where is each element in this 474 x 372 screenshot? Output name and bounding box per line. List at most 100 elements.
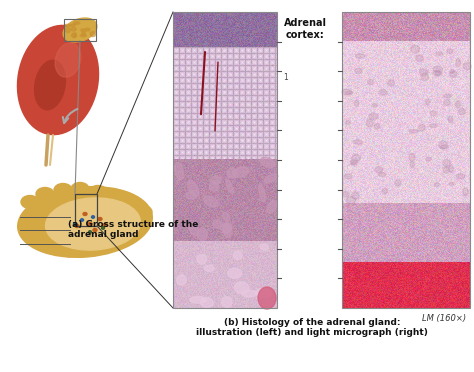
Ellipse shape: [90, 32, 96, 36]
Text: 1: 1: [283, 73, 288, 81]
Ellipse shape: [430, 111, 437, 116]
Ellipse shape: [201, 298, 213, 308]
Ellipse shape: [448, 116, 453, 123]
Ellipse shape: [81, 219, 83, 221]
Ellipse shape: [379, 90, 387, 95]
Ellipse shape: [411, 45, 419, 53]
Ellipse shape: [342, 89, 351, 95]
Ellipse shape: [258, 287, 276, 309]
Text: (a) Gross structure of the
adrenal gland: (a) Gross structure of the adrenal gland: [68, 220, 199, 240]
Ellipse shape: [354, 140, 362, 144]
Ellipse shape: [73, 22, 80, 24]
Ellipse shape: [463, 188, 468, 196]
Ellipse shape: [463, 63, 471, 70]
Ellipse shape: [375, 167, 383, 173]
Ellipse shape: [456, 101, 460, 108]
Ellipse shape: [91, 216, 94, 218]
Bar: [173, 12, 277, 308]
Ellipse shape: [80, 34, 86, 37]
Ellipse shape: [89, 186, 107, 199]
Text: LM (160×): LM (160×): [422, 314, 466, 323]
Ellipse shape: [439, 141, 447, 149]
Ellipse shape: [221, 296, 232, 307]
Ellipse shape: [456, 174, 465, 179]
Ellipse shape: [21, 196, 39, 208]
Ellipse shape: [93, 228, 97, 231]
Ellipse shape: [260, 157, 275, 168]
Ellipse shape: [72, 33, 76, 38]
Ellipse shape: [18, 25, 99, 135]
Ellipse shape: [177, 275, 186, 285]
Ellipse shape: [223, 222, 231, 238]
Ellipse shape: [419, 124, 425, 131]
Ellipse shape: [374, 124, 380, 129]
Ellipse shape: [220, 224, 231, 232]
Ellipse shape: [86, 28, 90, 31]
Ellipse shape: [122, 198, 140, 211]
Ellipse shape: [421, 73, 428, 81]
Ellipse shape: [197, 254, 207, 264]
Ellipse shape: [372, 103, 377, 107]
Ellipse shape: [436, 52, 443, 55]
Ellipse shape: [355, 68, 362, 74]
Ellipse shape: [350, 160, 358, 164]
Bar: [342, 12, 470, 308]
Ellipse shape: [456, 58, 460, 67]
Ellipse shape: [432, 71, 442, 75]
Ellipse shape: [227, 168, 237, 178]
Ellipse shape: [73, 33, 76, 38]
Ellipse shape: [81, 29, 86, 32]
Ellipse shape: [211, 176, 221, 185]
Ellipse shape: [368, 80, 374, 85]
Ellipse shape: [354, 100, 359, 106]
Ellipse shape: [429, 124, 438, 127]
Ellipse shape: [264, 174, 278, 183]
Ellipse shape: [203, 196, 218, 207]
Ellipse shape: [345, 91, 353, 94]
Ellipse shape: [450, 70, 455, 73]
Ellipse shape: [103, 224, 107, 227]
Ellipse shape: [444, 100, 450, 105]
Ellipse shape: [242, 291, 257, 297]
Ellipse shape: [18, 187, 152, 257]
Ellipse shape: [416, 55, 424, 61]
Ellipse shape: [425, 99, 430, 105]
Ellipse shape: [223, 223, 232, 234]
Ellipse shape: [369, 113, 378, 120]
Ellipse shape: [444, 94, 452, 98]
Ellipse shape: [395, 179, 401, 186]
Ellipse shape: [450, 71, 457, 77]
Ellipse shape: [448, 166, 453, 172]
Ellipse shape: [233, 167, 249, 177]
Ellipse shape: [352, 192, 359, 199]
Ellipse shape: [204, 265, 214, 272]
Ellipse shape: [255, 288, 272, 298]
Ellipse shape: [36, 187, 54, 201]
Ellipse shape: [267, 201, 277, 213]
Ellipse shape: [426, 157, 431, 161]
Ellipse shape: [409, 153, 415, 161]
Ellipse shape: [352, 154, 360, 161]
Ellipse shape: [233, 251, 242, 259]
Ellipse shape: [134, 205, 152, 218]
Ellipse shape: [190, 296, 206, 303]
Ellipse shape: [410, 161, 415, 168]
Ellipse shape: [189, 222, 198, 236]
Ellipse shape: [64, 25, 70, 27]
Ellipse shape: [223, 212, 230, 222]
Ellipse shape: [434, 183, 439, 187]
Ellipse shape: [88, 222, 92, 225]
Ellipse shape: [63, 18, 97, 42]
Ellipse shape: [345, 174, 352, 179]
Ellipse shape: [35, 60, 65, 110]
Ellipse shape: [228, 268, 242, 278]
Ellipse shape: [356, 54, 365, 58]
Text: Adrenal
cortex:: Adrenal cortex:: [283, 18, 327, 39]
Ellipse shape: [443, 167, 449, 173]
Ellipse shape: [188, 180, 199, 196]
Ellipse shape: [260, 244, 268, 250]
Ellipse shape: [419, 69, 428, 76]
Ellipse shape: [343, 192, 349, 197]
Ellipse shape: [70, 24, 75, 26]
Ellipse shape: [46, 198, 140, 250]
